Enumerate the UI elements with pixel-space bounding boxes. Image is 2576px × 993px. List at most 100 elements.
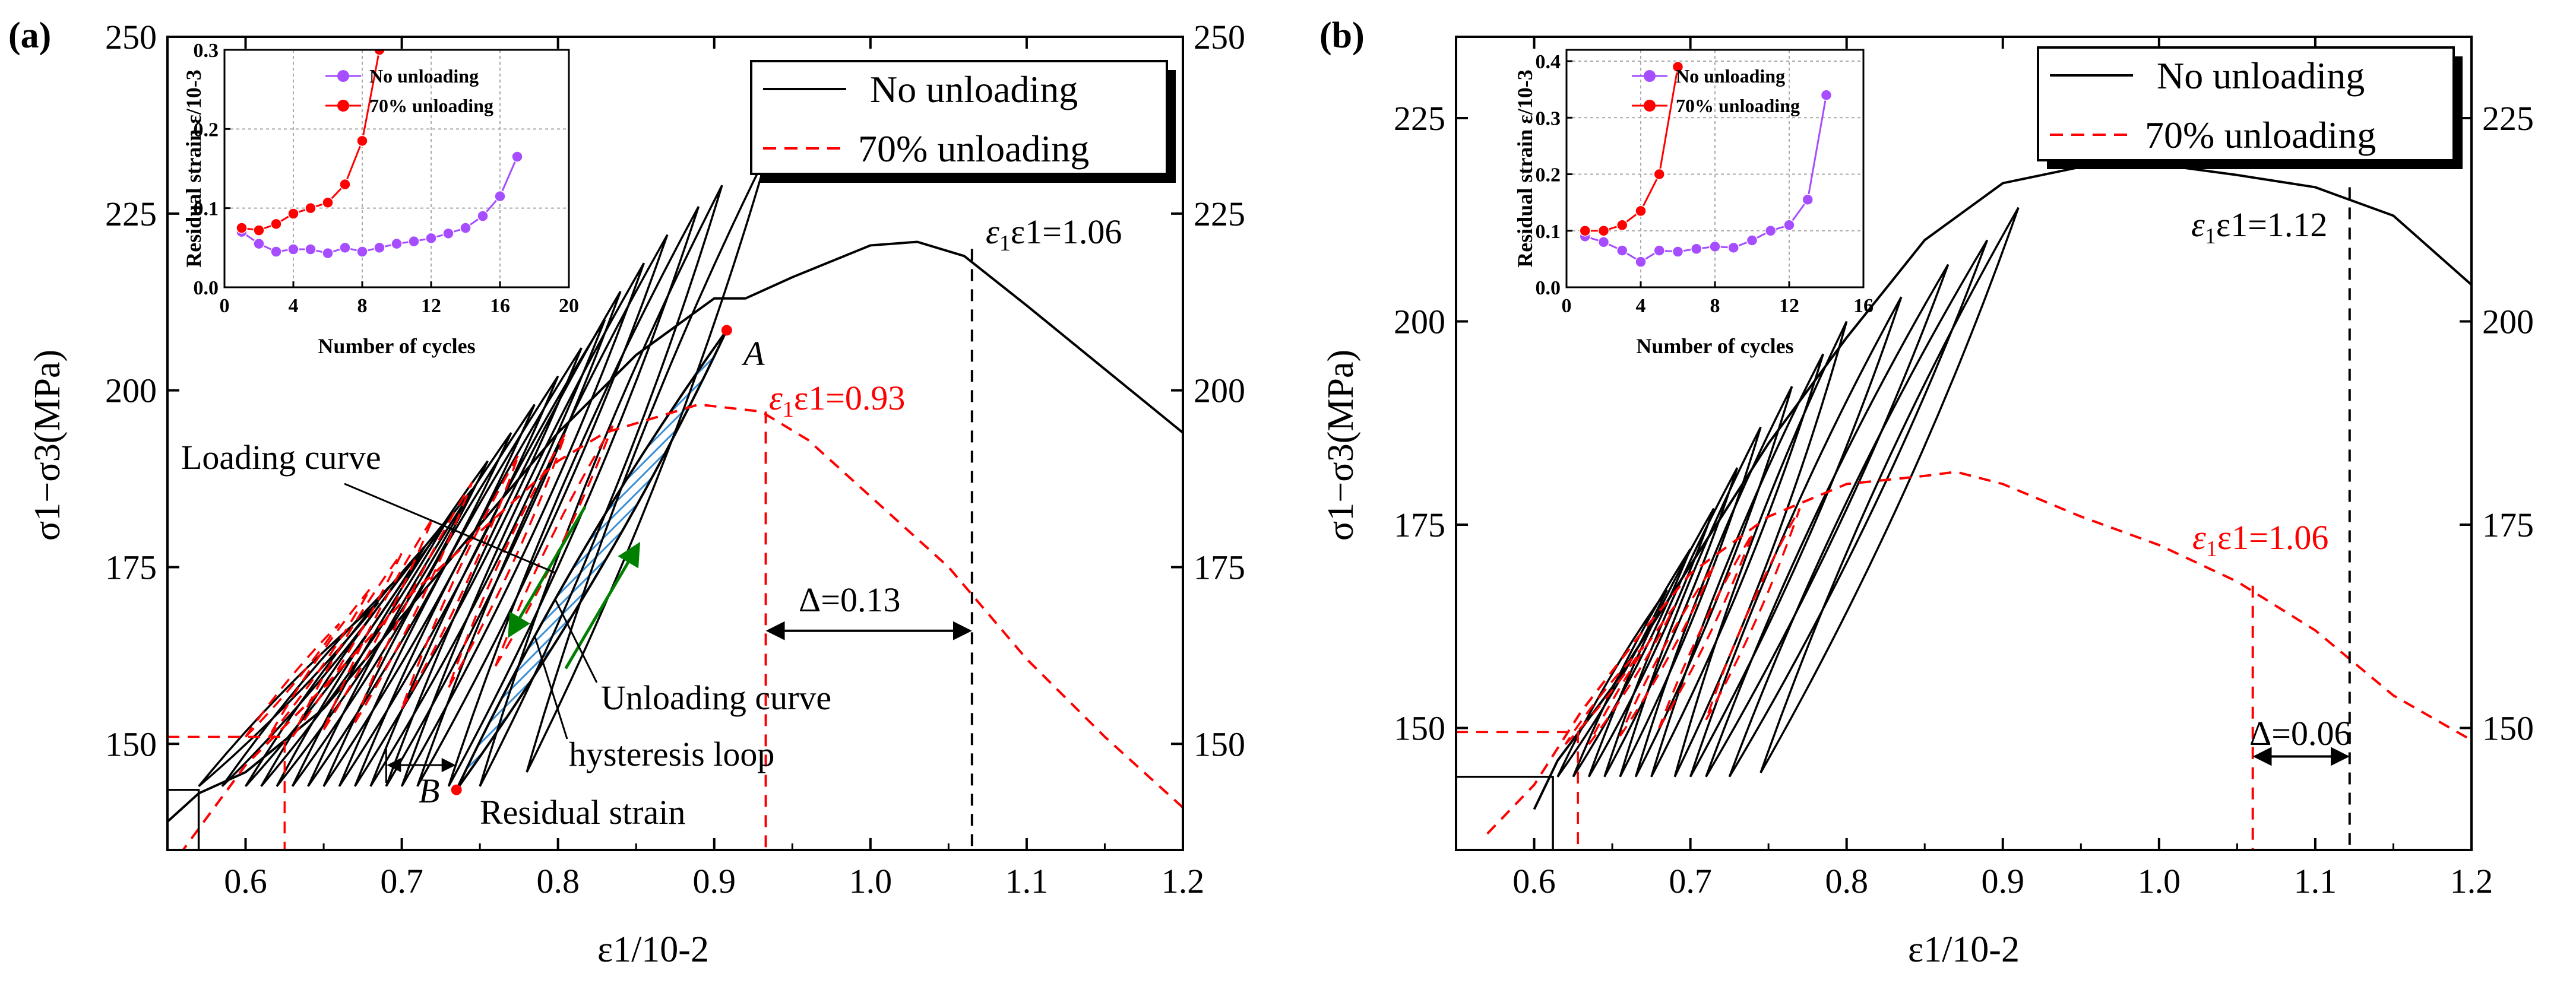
- panel-b-inset-x-title: Number of cycles: [1636, 334, 1793, 358]
- panel-b-delta-label: Δ=0.06: [2249, 714, 2352, 753]
- b-unloading-70-start-step: [1456, 731, 1579, 850]
- a-no-unloading-loop: [307, 432, 512, 787]
- b-no-unloading-envelope: [1533, 161, 2471, 810]
- b-inset-x-tick-label: 16: [1853, 295, 1874, 317]
- b-x-tick-label: 1.1: [2294, 862, 2337, 900]
- b-inset-y-tick-label: 0.2: [1536, 164, 1561, 186]
- a-no-unloading-loop: [385, 290, 622, 787]
- a-inset-point-no-unloading: [322, 247, 334, 259]
- b-unloading-70-loop: [1658, 532, 1754, 729]
- a-inset-point-no-unloading: [425, 232, 437, 245]
- b-no-unloading-loop: [1603, 467, 1739, 778]
- a-inset-point-unloading-70: [374, 50, 385, 56]
- a-point-b: [451, 784, 462, 795]
- a-inset-point-unloading-70: [339, 178, 351, 191]
- a-unloading-70-envelope: [181, 403, 1183, 850]
- panel-a-eps-unloading-label: ε1ε1=0.93: [769, 379, 905, 422]
- a-right-y-tick-label: 150: [1194, 725, 1245, 763]
- panel-a-point-b-label: B: [419, 772, 439, 810]
- a-y-tick-label: 200: [105, 372, 157, 410]
- panel-a-inset-legend-70-unloading: 70% unloading: [369, 95, 493, 116]
- b-right-y-tick-label: 175: [2482, 506, 2534, 544]
- a-hysteresis-pointer: [533, 634, 568, 740]
- a-no-unloading-loop: [354, 347, 583, 787]
- b-unloading-70-loop: [1619, 564, 1715, 737]
- a-inset-point-no-unloading: [442, 227, 454, 240]
- b-unloading-70-loop: [1564, 646, 1645, 745]
- a-unloading-70-loop: [268, 588, 372, 738]
- b-y-tick-label: 175: [1394, 506, 1445, 544]
- b-y-tick-label: 200: [1394, 303, 1445, 341]
- panel-label-a: (a): [8, 15, 51, 56]
- a-inset-point-no-unloading: [511, 151, 523, 163]
- a-no-unloading-loop: [479, 185, 723, 787]
- a-inset-point-unloading-70: [322, 196, 334, 209]
- b-inset-point-no-unloading: [1653, 245, 1665, 256]
- panel-b-plot-frame: [1455, 36, 2473, 851]
- b-inset-point-unloading-70: [1672, 61, 1684, 73]
- panel-b-legend-70-unloading: 70% unloading: [2145, 114, 2376, 156]
- a-inset-point-unloading-70: [270, 218, 282, 230]
- a-inset-x-tick-label: 20: [559, 295, 579, 317]
- a-inset-point-unloading-70: [305, 202, 317, 214]
- b-unloading-70-loop: [1588, 605, 1676, 745]
- b-inset-point-unloading-70: [1635, 205, 1647, 217]
- b-inset-point-no-unloading: [1635, 256, 1647, 268]
- panel-a-eps-no-unloading-label: ε1ε1=1.06: [986, 212, 1122, 256]
- b-x-tick-label: 1.0: [2138, 862, 2181, 900]
- a-y-tick-label: 250: [105, 18, 157, 56]
- panel-b-inset-legend-marker-no-unloading: [1644, 70, 1656, 82]
- a-inset-point-unloading-70: [356, 135, 368, 147]
- a-unloading-70-loop: [447, 432, 567, 688]
- b-x-tick-label: 0.8: [1825, 862, 1868, 900]
- a-unloading-70-loop: [400, 453, 520, 709]
- b-inset-x-tick-label: 0: [1562, 295, 1572, 317]
- panel-a-inset-x-title: Number of cycles: [318, 334, 475, 358]
- panel-a-inset: 0 4 8 12 16 20 0.0 0.1 0.2 0.3 Number of cycles R…: [182, 40, 579, 358]
- a-right-y-tick-label: 175: [1194, 548, 1245, 586]
- a-inset-point-no-unloading: [305, 243, 317, 255]
- panel-a-inset-legend-marker-70-unloading: [337, 100, 349, 112]
- panel-b-legend-no-unloading: No unloading: [2157, 55, 2365, 97]
- panel-b-legend: No unloading 70% unloading: [2037, 46, 2463, 169]
- panel-label-b: (b): [1319, 15, 1365, 56]
- b-no-unloading-loop: [1728, 239, 1989, 778]
- panel-a-y-axis-title: σ1−σ3(MPa): [27, 350, 68, 541]
- a-inset-x-tick-label: 4: [289, 295, 299, 317]
- a-unloading-70-loop: [354, 481, 473, 724]
- b-inset-point-unloading-70: [1616, 219, 1628, 231]
- panel-a-inset-y-title: Residual strain ε/10-3: [182, 69, 205, 267]
- panel-a-point-a-label: A: [741, 334, 765, 373]
- a-x-tick-label: 0.7: [380, 862, 423, 900]
- a-no-unloading-loop: [322, 404, 536, 787]
- a-right-y-tick-label: 200: [1194, 372, 1245, 410]
- b-inset-point-unloading-70: [1579, 225, 1591, 237]
- b-no-unloading-loop: [1689, 296, 1903, 778]
- panel-b: (b) 0.6 0.7 0.8 0.9 1.0 1.1 1.2 150 175 200 225 150…: [1319, 15, 2534, 970]
- panel-a-legend-70-unloading: 70% unloading: [858, 128, 1089, 170]
- b-y-tick-label: 150: [1394, 709, 1445, 748]
- a-inset-point-no-unloading: [494, 190, 506, 202]
- panel-a-inset-legend-no-unloading: No unloading: [369, 65, 479, 87]
- panel-a-inset-legend-marker-no-unloading: [337, 70, 349, 82]
- b-inset-y-tick-label: 0.3: [1536, 107, 1561, 129]
- panel-a-inset-ticks: 0 4 8 12 16 20 0.0 0.1 0.2 0.3: [194, 40, 580, 317]
- panel-b-inset-series: [1579, 61, 1833, 268]
- a-loading-arrow: [564, 541, 641, 670]
- panel-b-inset-ticks: 0 4 8 12 16 0.0 0.1 0.2 0.3 0.4: [1536, 51, 1874, 317]
- b-no-unloading-loop: [1650, 353, 1824, 778]
- a-inset-point-no-unloading: [391, 237, 403, 250]
- b-no-unloading-loop: [1556, 589, 1668, 778]
- panel-a-inset-series: [236, 50, 523, 259]
- a-unloading-70-loop: [494, 425, 614, 667]
- panel-b-overlays: [2251, 187, 2351, 850]
- panel-b-y-axis-title: σ1−σ3(MPa): [1321, 350, 1361, 541]
- panel-a-hysteresis-loop-label: hysteresis loop: [569, 735, 774, 773]
- panel-b-inset-legend-no-unloading: No unloading: [1676, 65, 1785, 87]
- a-no-unloading-loop: [400, 262, 645, 787]
- a-right-y-tick-label: 250: [1194, 18, 1245, 56]
- b-x-tick-label: 1.2: [2450, 862, 2493, 900]
- b-inset-point-unloading-70: [1597, 225, 1610, 237]
- b-inset-point-unloading-70: [1653, 168, 1665, 180]
